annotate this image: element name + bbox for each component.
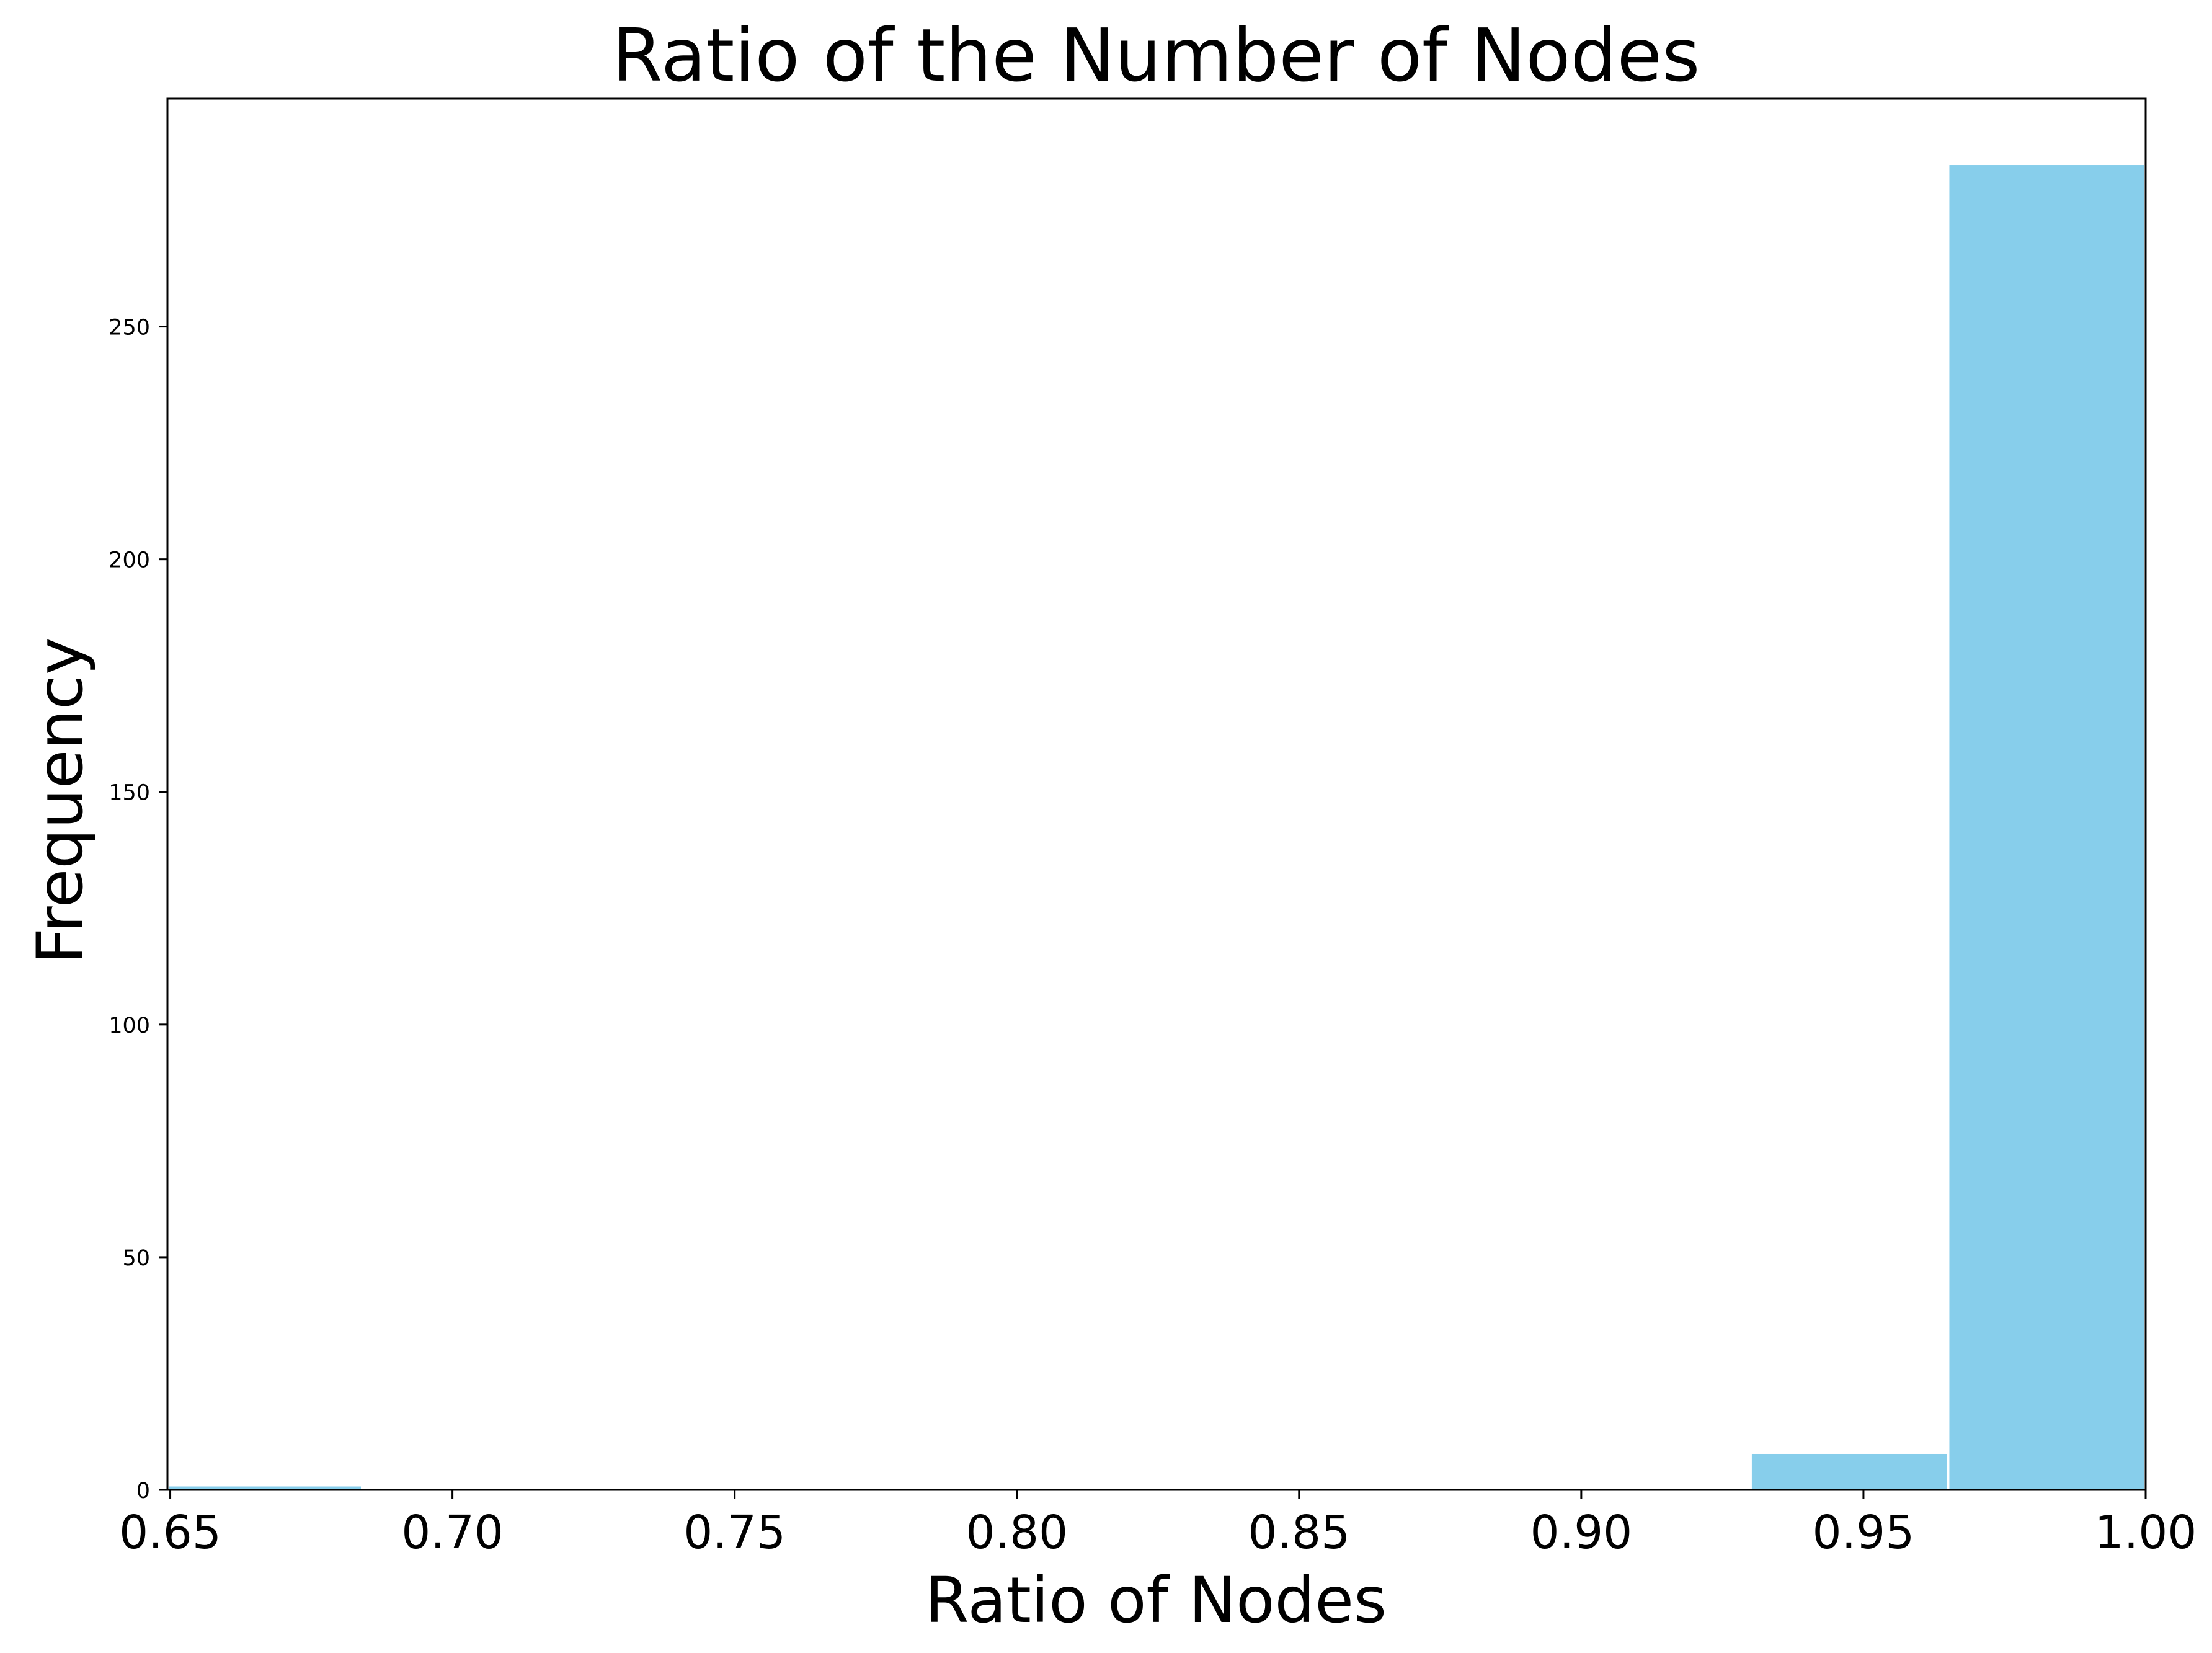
x-tick-label: 0.95 xyxy=(1813,1506,1915,1559)
chart-title: Ratio of the Number of Nodes xyxy=(611,12,1700,98)
x-tick-label: 1.00 xyxy=(2095,1506,2197,1559)
y-tick-label: 200 xyxy=(109,548,150,573)
y-axis-label: Frequency xyxy=(24,638,97,965)
y-tick-label: 50 xyxy=(122,1246,150,1271)
y-axis-ticks: 0 50 100 150 200 250 xyxy=(109,316,167,1504)
plot-area xyxy=(167,99,2146,1490)
y-tick-label: 0 xyxy=(136,1479,150,1504)
x-tick-label: 0.70 xyxy=(401,1506,504,1559)
histogram-bar xyxy=(1947,163,2147,1491)
y-tick-label: 150 xyxy=(109,781,150,806)
histogram-bar xyxy=(1749,1451,1950,1491)
y-tick-label: 100 xyxy=(109,1014,150,1038)
plot-frame xyxy=(166,97,2147,1491)
x-tick-label: 0.65 xyxy=(119,1506,221,1559)
x-tick-label: 0.80 xyxy=(966,1506,1068,1559)
x-axis-label: Ratio of Nodes xyxy=(925,1564,1387,1637)
x-tick-label: 0.75 xyxy=(683,1506,786,1559)
x-tick-label: 0.90 xyxy=(1530,1506,1632,1559)
x-tick-label: 0.85 xyxy=(1248,1506,1350,1559)
y-tick-label: 250 xyxy=(109,316,150,341)
x-axis-ticks: 0.65 0.70 0.75 0.80 0.85 0.90 0.95 1.00 xyxy=(119,1490,2196,1559)
